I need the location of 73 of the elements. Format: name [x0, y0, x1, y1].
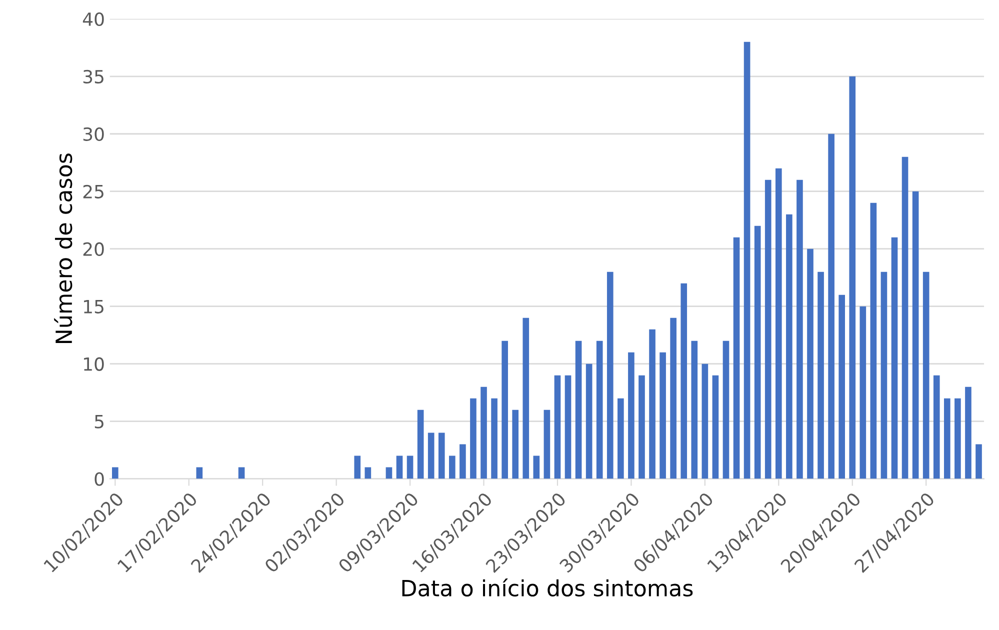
bar [764, 180, 772, 479]
bar [480, 386, 487, 479]
bar [691, 340, 698, 479]
bar [891, 237, 898, 479]
bar [596, 340, 603, 479]
bar [544, 410, 550, 479]
bar [744, 42, 750, 479]
bar [512, 410, 519, 479]
y-tick-label: 35 [83, 70, 104, 84]
bar [564, 375, 572, 479]
bar [491, 398, 498, 479]
bar [460, 444, 466, 479]
bar [386, 467, 392, 479]
bar [533, 456, 540, 479]
bar [112, 467, 118, 479]
bar [828, 134, 834, 479]
y-tick-label: 0 [94, 472, 104, 486]
bar [849, 76, 856, 479]
bar [838, 294, 845, 479]
bar [638, 375, 645, 479]
bar [880, 272, 888, 479]
y-tick-label: 25 [83, 184, 104, 198]
bar [502, 340, 508, 479]
bar [976, 444, 982, 479]
bar [796, 180, 803, 479]
bar [354, 456, 361, 479]
y-tick-label: 15 [84, 300, 104, 314]
bar [618, 398, 624, 479]
bar [775, 168, 782, 479]
bar [396, 456, 403, 479]
y-tick-label: 5 [94, 415, 104, 428]
bar [649, 329, 656, 479]
bar [406, 456, 414, 479]
bar [554, 375, 561, 479]
bar [933, 375, 940, 479]
bar [870, 202, 877, 479]
bar [606, 272, 614, 479]
bar [944, 398, 950, 479]
bar [670, 318, 676, 479]
x-axis-title: Data o início dos sintomas [402, 578, 693, 597]
y-tick-label: 10 [84, 357, 104, 371]
bar [807, 248, 814, 479]
bar [196, 467, 203, 479]
bar [733, 237, 740, 479]
y-axis-title: Número de casos [54, 154, 72, 344]
bar [417, 410, 424, 479]
bar [702, 364, 708, 479]
bar [364, 467, 372, 479]
bar [575, 340, 582, 479]
bar [438, 432, 445, 479]
bar [628, 352, 634, 479]
y-tick-label: 20 [83, 242, 104, 256]
bar [680, 283, 688, 479]
bar [586, 364, 592, 479]
y-tick-label: 40 [82, 12, 104, 26]
bar [712, 375, 719, 479]
bar [449, 456, 456, 479]
bar [238, 467, 245, 479]
bar [922, 272, 930, 479]
bar [860, 306, 866, 479]
bar [470, 398, 476, 479]
bar [954, 398, 961, 479]
bar [754, 226, 761, 479]
bar [818, 272, 824, 479]
bar [902, 156, 908, 479]
bar [786, 214, 792, 479]
bar [522, 318, 530, 479]
bar [912, 191, 919, 479]
bar [965, 386, 972, 479]
bar [428, 432, 434, 479]
y-tick-label: 30 [83, 127, 104, 141]
bar [722, 340, 730, 479]
bar [660, 352, 666, 479]
